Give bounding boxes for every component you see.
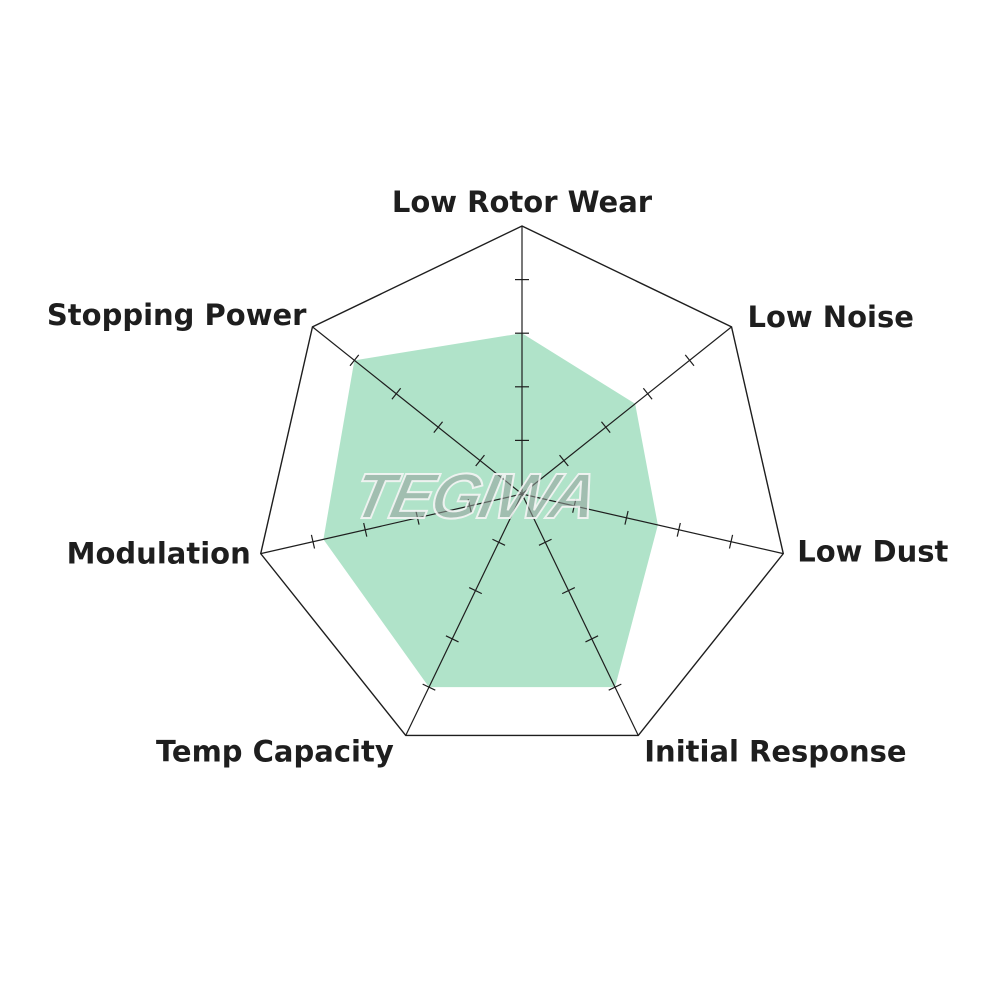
axis-line bbox=[405, 493, 523, 736]
axis-tick bbox=[433, 421, 444, 434]
axis-label: Initial Response bbox=[644, 734, 906, 768]
axis-tick bbox=[445, 635, 459, 643]
axis-tick bbox=[624, 510, 629, 525]
axis-line bbox=[521, 326, 732, 495]
axis-tick bbox=[422, 683, 436, 691]
axis-tick bbox=[310, 534, 316, 549]
axis-tick bbox=[492, 538, 506, 546]
axis-label: Low Rotor Wear bbox=[392, 185, 653, 219]
axis-tick bbox=[600, 421, 611, 434]
axis-label: Stopping Power bbox=[47, 298, 307, 332]
axis-tick bbox=[585, 635, 599, 643]
axis-tick bbox=[676, 522, 681, 537]
axis-tick bbox=[538, 538, 552, 546]
axis-label: Low Noise bbox=[748, 300, 914, 334]
watermark-logo: TEGIWA bbox=[347, 460, 603, 532]
axis-label: Temp Capacity bbox=[156, 734, 394, 768]
axis-line bbox=[260, 493, 523, 555]
axis-tick bbox=[684, 354, 695, 367]
axis-tick bbox=[468, 587, 483, 595]
axis-tick bbox=[475, 454, 485, 467]
axis-line bbox=[521, 493, 784, 555]
axis-tick bbox=[415, 510, 420, 525]
axis-tick bbox=[559, 454, 569, 467]
outer-frame bbox=[259, 225, 785, 737]
axis-tick bbox=[608, 683, 622, 691]
data-area bbox=[323, 333, 658, 688]
axis-tick bbox=[363, 522, 368, 537]
axis-tick bbox=[561, 587, 576, 595]
axis-tick bbox=[572, 498, 577, 513]
axis-tick bbox=[728, 534, 734, 549]
axis-line bbox=[312, 326, 523, 495]
axis-tick bbox=[642, 387, 653, 400]
axis-tick bbox=[349, 354, 360, 367]
axis-label: Low Dust bbox=[797, 535, 948, 569]
axis-tick bbox=[467, 498, 472, 513]
axis-tick bbox=[391, 387, 402, 400]
axis-label: Modulation bbox=[67, 537, 251, 571]
axis-line bbox=[521, 493, 639, 736]
